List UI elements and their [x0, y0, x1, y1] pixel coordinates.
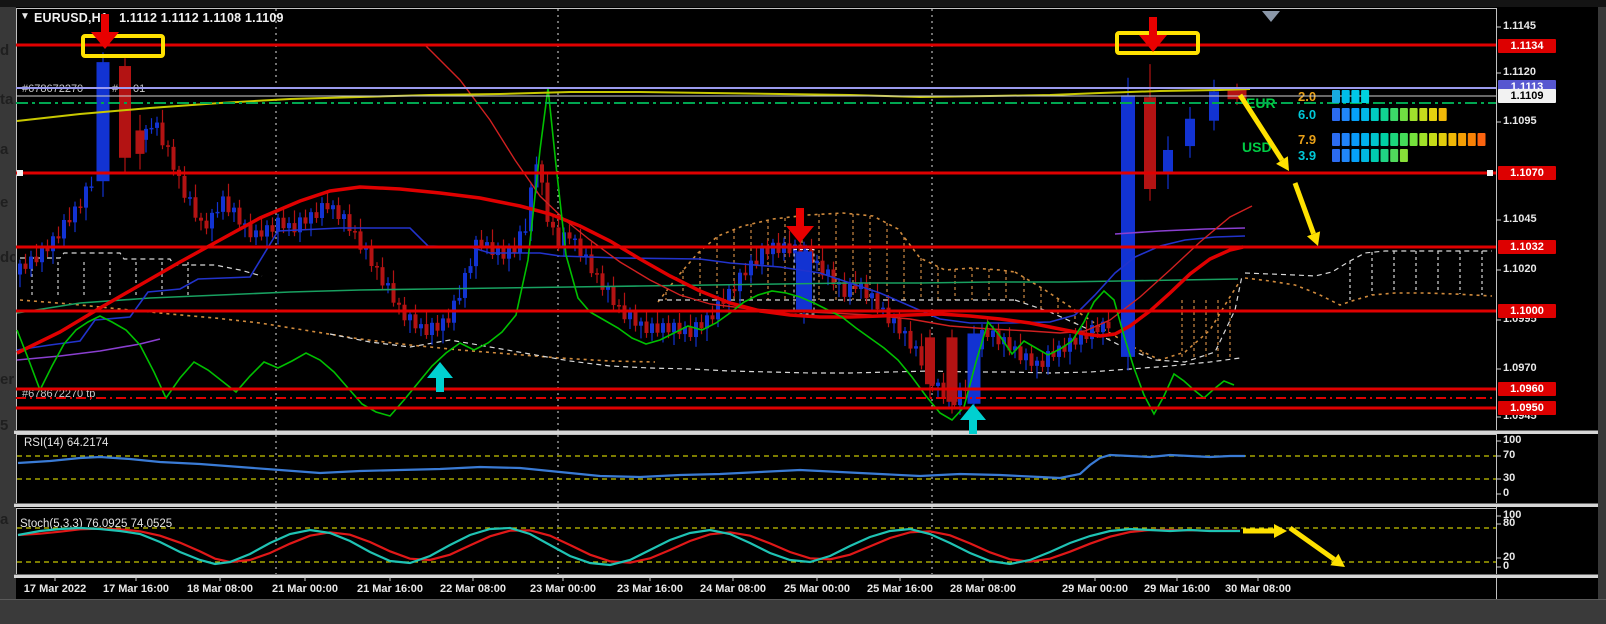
price-tick-label: 1.1095: [1503, 115, 1537, 127]
order-label: #: [112, 83, 119, 95]
price-badge: 1.1070: [1498, 166, 1556, 180]
strength-value-label: 7.9: [1298, 131, 1317, 147]
strength-value-label: 2.0: [1298, 88, 1317, 104]
time-tick-label: 22 Mar 08:00: [439, 583, 507, 595]
clipped-text-fragment: a: [0, 511, 9, 528]
price-badge: 1.0960: [1498, 382, 1556, 396]
strength-value-label: 3.9: [1298, 147, 1317, 163]
time-tick-label: 23 Mar 00:00: [529, 583, 597, 595]
symbol-dropdown-icon[interactable]: ▼: [20, 11, 30, 22]
time-tick-label: 23 Mar 16:00: [616, 583, 684, 595]
price-tick-label: 1.1045: [1503, 213, 1537, 225]
order-label: #678672270: [22, 83, 84, 95]
chart-background[interactable]: [14, 7, 1598, 599]
stoch-tick-label: 100: [1503, 509, 1522, 521]
price-tick-label: 1.1145: [1503, 20, 1537, 32]
clipped-text-fragment: d: [0, 42, 10, 59]
time-tick-label: 17 Mar 16:00: [102, 583, 170, 595]
strength-currency-label: EUR: [1246, 95, 1276, 111]
price-badge: 1.0950: [1498, 401, 1556, 415]
price-badge: 1.1032: [1498, 240, 1556, 254]
time-tick-label: 21 Mar 16:00: [356, 583, 424, 595]
price-badge: 1.1134: [1498, 39, 1556, 53]
window-top-edge: [0, 0, 1606, 7]
price-badge: 1.1000: [1498, 304, 1556, 318]
rsi-tick-label: 70: [1503, 449, 1516, 461]
time-tick-label: 21 Mar 00:00: [271, 583, 339, 595]
rsi-tick-label: 0: [1503, 487, 1510, 499]
stoch-tick-label: 20: [1503, 551, 1516, 563]
time-tick-label: 25 Mar 16:00: [866, 583, 934, 595]
stoch-tick-label: 0: [1503, 560, 1510, 572]
time-tick-label: 18 Mar 08:00: [186, 583, 254, 595]
strength-value-label: 6.0: [1298, 106, 1317, 122]
clipped-text-fragment: ta: [0, 91, 14, 108]
price-tick-label: 1.1020: [1503, 263, 1537, 275]
time-tick-label: 17 Mar 2022: [23, 583, 87, 595]
time-tick-label: 29 Mar 00:00: [1061, 583, 1129, 595]
clipped-text-fragment: a: [0, 141, 9, 158]
stoch-tick-label: 80: [1503, 517, 1516, 529]
symbol-title: EURUSD,H1 1.1112 1.1112 1.1108 1.1109: [34, 11, 284, 25]
time-tick-label: 29 Mar 16:00: [1143, 583, 1211, 595]
rsi-tick-label: 30: [1503, 472, 1516, 484]
price-tick-label: 1.1120: [1503, 66, 1537, 78]
time-tick-label: 28 Mar 08:00: [949, 583, 1017, 595]
clipped-text-fragment: 5: [0, 417, 9, 434]
price-badge: 1.1109: [1498, 89, 1556, 103]
right-margin: [1598, 7, 1606, 599]
order-label: #678672270 tp: [22, 388, 96, 400]
clipped-text-fragment: e: [0, 194, 9, 211]
ohlc-readout: 1.1112 1.1112 1.1108 1.1109: [119, 11, 284, 25]
rsi-indicator-label: RSI(14) 64.2174: [24, 437, 109, 449]
window-bottom-bar: [0, 599, 1606, 624]
price-tick-label: 1.0970: [1503, 362, 1537, 374]
strength-currency-label: USD: [1242, 139, 1272, 155]
stoch-indicator-label: Stoch(5,3,3) 76.0925 74.0525: [20, 518, 173, 530]
rsi-tick-label: 100: [1503, 434, 1522, 446]
order-label: 01: [133, 83, 146, 95]
clipped-text-fragment: er: [0, 371, 15, 388]
left-margin: [0, 7, 16, 599]
symbol-name: EURUSD,H1: [34, 11, 109, 25]
clipped-text-fragment: dc: [0, 249, 15, 266]
time-tick-label: 25 Mar 00:00: [783, 583, 851, 595]
time-tick-label: 30 Mar 08:00: [1224, 583, 1292, 595]
time-tick-label: 24 Mar 08:00: [699, 583, 767, 595]
